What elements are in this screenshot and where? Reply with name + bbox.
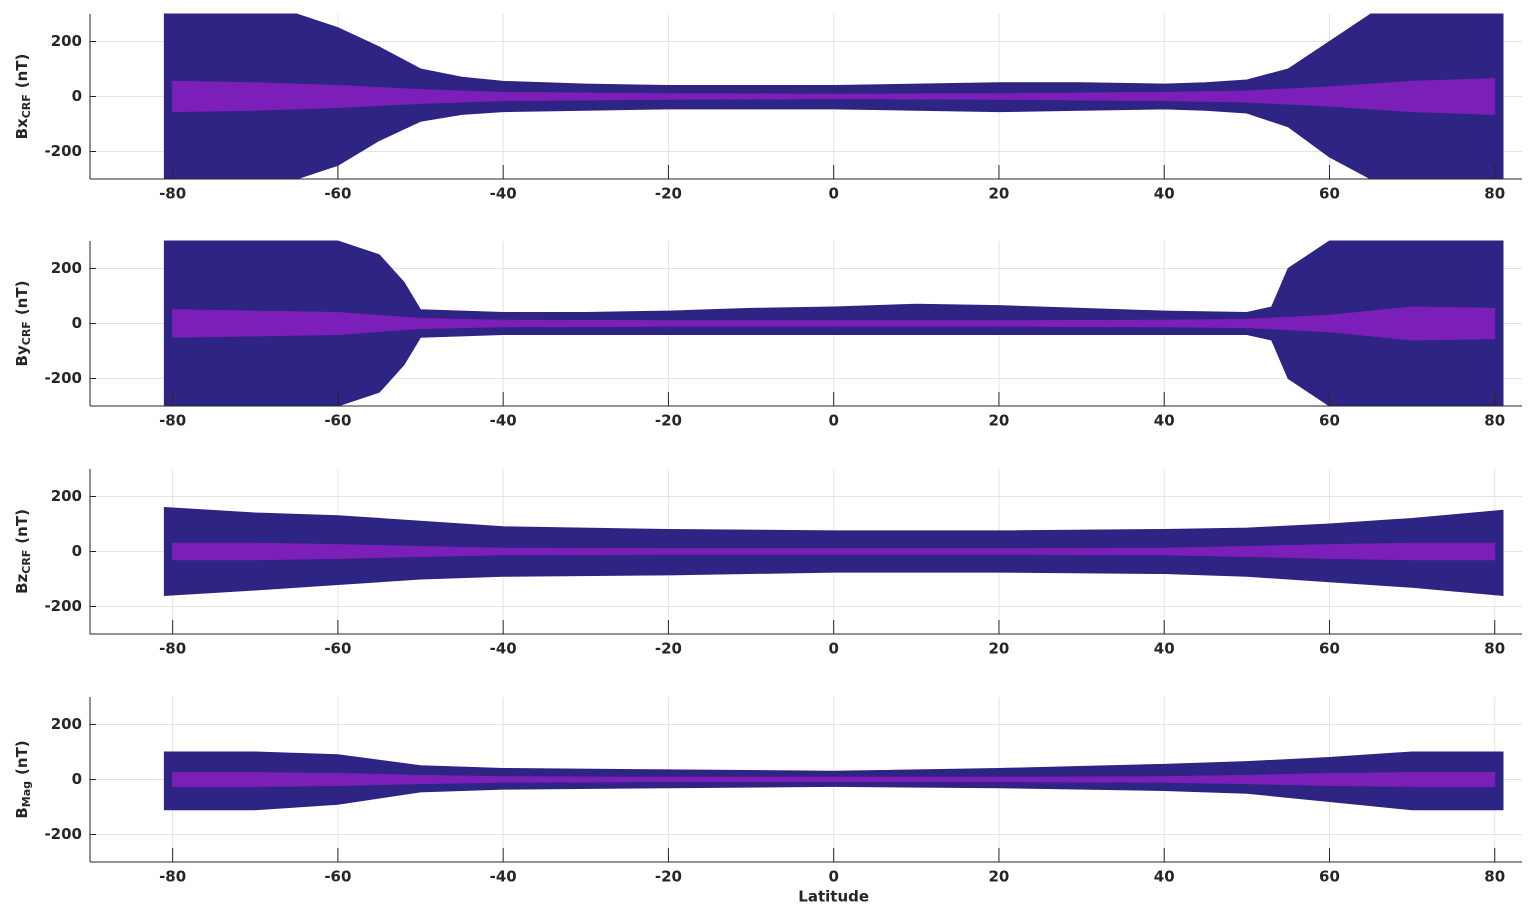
y-axis-label-main: B <box>13 807 31 818</box>
y-tick-label: -200 <box>44 597 82 615</box>
x-tick-label: 40 <box>1154 412 1175 430</box>
y-axis-label-sub: Mag <box>20 781 33 807</box>
y-tick-label: 200 <box>51 487 82 505</box>
x-tick-label: -60 <box>324 185 351 203</box>
band <box>172 542 1496 561</box>
y-tick-label: -200 <box>44 369 82 387</box>
y-axis-label: BxCRF (nT) <box>13 54 34 140</box>
x-tick-label: 60 <box>1319 412 1340 430</box>
x-tick-label: 20 <box>989 868 1010 886</box>
x-tick-label: 0 <box>828 412 838 430</box>
band <box>172 772 1496 787</box>
x-tick-label: -20 <box>655 412 682 430</box>
x-tick-label: -60 <box>324 640 351 658</box>
y-axis-label-main: Bx <box>13 118 31 139</box>
y-axis-label-unit: (nT) <box>13 281 31 316</box>
y-tick-label: 0 <box>72 314 82 332</box>
y-axis-label-unit: (nT) <box>13 54 31 89</box>
x-tick-label: -20 <box>655 185 682 203</box>
y-tick-label: -200 <box>44 142 82 160</box>
y-tick-label: 0 <box>72 770 82 788</box>
x-tick-label: 60 <box>1319 640 1340 658</box>
x-tick-label: -40 <box>490 185 517 203</box>
y-tick-label: 200 <box>51 259 82 277</box>
panel: -80 -60 -40 -20 0 20 40 60 80-2000200BMag(nT)Lat… <box>13 697 1522 906</box>
x-tick-label: 80 <box>1484 412 1505 430</box>
x-tick-label: -20 <box>655 640 682 658</box>
x-tick-label: 20 <box>989 412 1010 430</box>
x-tick-label: -40 <box>490 412 517 430</box>
x-tick-label: 0 <box>828 185 838 203</box>
x-tick-label: 80 <box>1484 640 1505 658</box>
x-tick-label: 60 <box>1319 868 1340 886</box>
x-tick-label: 40 <box>1154 868 1175 886</box>
y-tick-label: -200 <box>44 825 82 843</box>
y-tick-label: 200 <box>51 32 82 50</box>
x-tick-label: 20 <box>989 640 1010 658</box>
x-tick-label: 0 <box>828 640 838 658</box>
x-tick-label: -80 <box>159 640 186 658</box>
y-tick-label: 200 <box>51 715 82 733</box>
y-axis-label-unit: (nT) <box>13 740 31 775</box>
y-tick-label: 0 <box>72 542 82 560</box>
x-tick-label: -60 <box>324 412 351 430</box>
x-tick-label: 40 <box>1154 640 1175 658</box>
x-tick-label: -20 <box>655 868 682 886</box>
band <box>172 78 1496 115</box>
x-tick-label: -40 <box>490 868 517 886</box>
x-tick-label: 0 <box>828 868 838 886</box>
x-tick-label: -60 <box>324 868 351 886</box>
x-tick-label: 20 <box>989 185 1010 203</box>
x-tick-label: -40 <box>490 640 517 658</box>
x-axis-label: Latitude <box>798 888 869 906</box>
x-tick-label: -80 <box>159 412 186 430</box>
y-axis-label-sub: CRF <box>20 550 33 574</box>
y-tick-label: 0 <box>72 87 82 105</box>
x-tick-label: -80 <box>159 185 186 203</box>
y-axis-label-main: Bz <box>13 573 31 593</box>
y-axis-label: BMag (nT) <box>13 740 34 818</box>
y-axis-label-sub: CRF <box>20 321 33 345</box>
y-axis-label-unit: (nT) <box>13 509 31 544</box>
x-tick-label: 60 <box>1319 185 1340 203</box>
y-axis-label-main: By <box>13 345 31 366</box>
x-tick-label: 40 <box>1154 185 1175 203</box>
y-axis-label: ByCRF (nT) <box>13 281 34 367</box>
y-axis-label: BzCRF (nT) <box>13 509 34 594</box>
y-axis-label-sub: CRF <box>20 94 33 118</box>
x-tick-label: -80 <box>159 868 186 886</box>
band <box>172 306 1496 341</box>
x-tick-label: 80 <box>1484 868 1505 886</box>
x-tick-label: 80 <box>1484 185 1505 203</box>
